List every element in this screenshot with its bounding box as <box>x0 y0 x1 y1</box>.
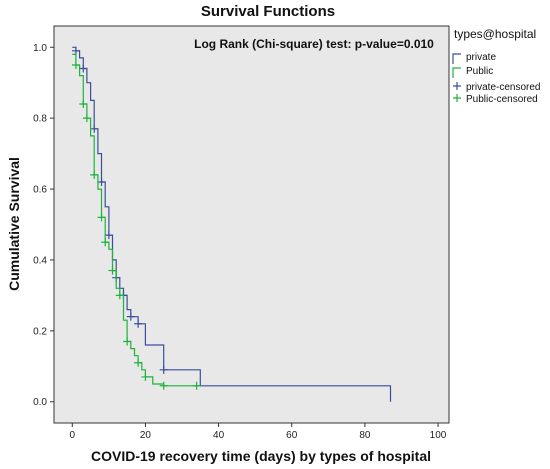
censored-marker-public <box>134 358 143 367</box>
censored-marker-public <box>90 170 99 179</box>
censored-marker-private <box>126 312 135 321</box>
x-tick-label: 40 <box>213 430 225 441</box>
censored-marker-private <box>134 319 143 328</box>
censored-marker-private <box>71 46 80 55</box>
censored-marker-public <box>123 337 132 346</box>
censored-marker-public <box>82 114 91 123</box>
plot-background <box>53 25 450 424</box>
censored-marker-private <box>97 177 106 186</box>
censored-marker-public <box>159 381 168 390</box>
y-tick-label: 0.4 <box>33 255 47 266</box>
x-tick-label: 60 <box>286 430 298 441</box>
legend-label-public: Public <box>466 66 493 77</box>
censored-marker-public <box>141 372 150 381</box>
censored-marker-public <box>101 238 110 247</box>
x-tick-label: 100 <box>430 430 447 441</box>
annotation-logrank: Log Rank (Chi-square) test: p-value=0.01… <box>194 37 434 51</box>
legend-label-public-censored: Public-censored <box>466 94 538 105</box>
legend-swatch-public <box>452 67 461 78</box>
censored-marker-public <box>115 291 124 300</box>
censored-marker-public <box>108 266 117 275</box>
x-tick-label: 20 <box>140 430 152 441</box>
x-tick-label: 80 <box>359 430 371 441</box>
legend: types@hospital private Public private-ce… <box>452 27 540 105</box>
y-tick-label: 0.8 <box>33 114 47 125</box>
y-tick-label: 1.0 <box>33 43 47 54</box>
censored-marker-private <box>159 365 168 374</box>
legend-entry-public: Public <box>452 66 493 78</box>
legend-label-private-censored: private-censored <box>466 82 540 93</box>
y-tick-label: 0.2 <box>33 326 47 337</box>
x-axis-ticks: 0 20 40 60 80 100 <box>70 423 447 441</box>
legend-title: types@hospital <box>454 27 536 41</box>
x-tick-label: 0 <box>70 430 76 441</box>
censored-marker-private <box>79 64 88 73</box>
censored-marker-public <box>79 99 88 108</box>
legend-swatch-private <box>452 53 461 64</box>
legend-marker-public-censored <box>453 94 461 102</box>
censored-marker-public <box>192 381 201 390</box>
y-axis-label: Cumulative Survival <box>6 157 22 291</box>
censored-marker-public <box>71 60 80 69</box>
series-layer <box>71 46 392 402</box>
censored-marker-private <box>104 231 113 240</box>
legend-entry-public-censored: Public-censored <box>453 94 538 105</box>
legend-entry-private: private <box>452 52 496 64</box>
legend-label-private: private <box>466 52 496 63</box>
censored-marker-public <box>97 213 106 222</box>
y-axis-ticks: 0.0 0.2 0.4 0.6 0.8 1.0 <box>33 43 54 408</box>
x-axis-label: COVID-19 recovery time (days) by types o… <box>91 448 431 464</box>
chart-title: Survival Functions <box>201 3 335 20</box>
y-tick-label: 0.6 <box>33 185 47 196</box>
censored-marker-private <box>90 124 99 133</box>
legend-entry-private-censored: private-censored <box>453 82 540 93</box>
y-tick-label: 0.0 <box>33 397 47 408</box>
legend-marker-private-censored <box>453 82 461 90</box>
